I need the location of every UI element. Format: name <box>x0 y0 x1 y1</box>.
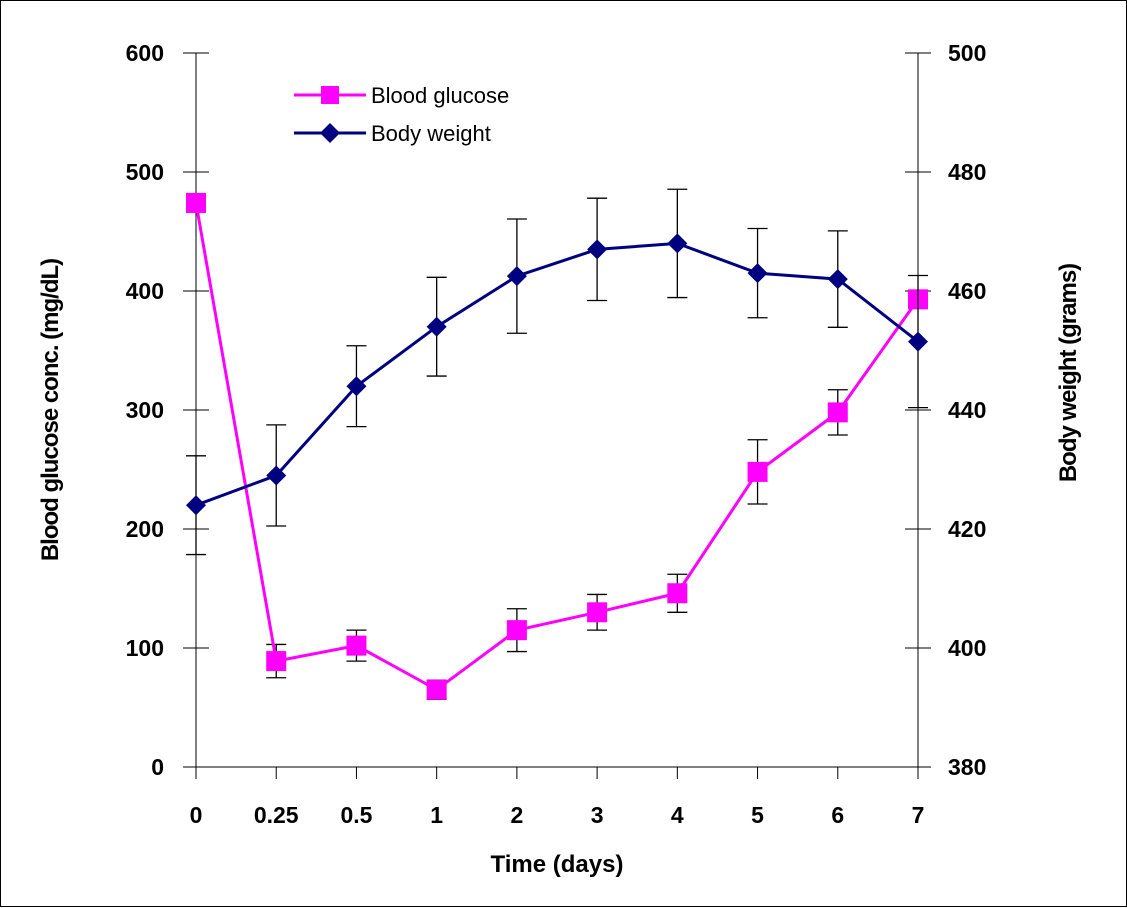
x-tick-label: 7 <box>912 802 925 828</box>
y-left-tick-label: 0 <box>151 754 164 780</box>
data-point-diamond <box>346 376 367 397</box>
data-point-diamond <box>908 331 928 352</box>
x-tick-label: 2 <box>510 802 523 828</box>
y-right-tick-label: 420 <box>948 516 986 542</box>
series-body-weight <box>186 188 928 556</box>
series-line <box>195 241 919 507</box>
data-point-diamond <box>266 465 287 486</box>
legend: Blood glucose Body weight <box>294 83 509 146</box>
data-point-square <box>667 583 688 604</box>
x-tick-label: 0.5 <box>340 802 372 828</box>
y-right-tick-label: 400 <box>948 635 986 661</box>
data-point-diamond <box>827 269 848 290</box>
y-left-tick-label: 100 <box>126 635 164 661</box>
legend-label: Blood glucose <box>371 83 509 108</box>
data-point-square <box>186 192 206 213</box>
y-axis-right-title: Body weight (grams) <box>1055 264 1082 482</box>
legend-marker-square <box>321 86 339 104</box>
series-blood-glucose <box>186 192 928 700</box>
y-left-tick-label: 600 <box>126 40 164 66</box>
y-left-tick-label: 200 <box>126 516 164 542</box>
y-left-tick-label: 300 <box>126 397 164 423</box>
y-left-tick-label: 500 <box>126 159 164 185</box>
data-point-square <box>506 620 527 641</box>
x-tick-label: 0.25 <box>254 802 299 828</box>
data-point-diamond <box>426 316 447 337</box>
data-point-square <box>747 461 768 482</box>
y-right-tick-label: 500 <box>948 40 986 66</box>
series-layer <box>186 188 928 700</box>
legend-marker-diamond <box>320 123 340 143</box>
y-right-tick-label: 480 <box>948 159 986 185</box>
data-point-square <box>266 651 287 672</box>
data-point-square <box>346 635 367 656</box>
x-axis-title: Time (days) <box>491 851 624 878</box>
x-tick-label: 1 <box>430 802 443 828</box>
data-point-square <box>587 602 608 623</box>
legend-label: Body weight <box>371 121 491 146</box>
data-point-diamond <box>667 233 688 254</box>
x-tick-label: 5 <box>751 802 764 828</box>
y-left-tick-label: 400 <box>126 278 164 304</box>
y-axis-left-title: Blood glucose conc. (mg/dL) <box>37 259 64 561</box>
data-point-square <box>827 402 848 423</box>
series-line <box>194 202 920 692</box>
data-point-diamond <box>186 495 206 516</box>
y-right-tick-label: 460 <box>948 278 986 304</box>
x-tick-label: 0 <box>190 802 203 828</box>
y-right-tick-label: 440 <box>948 397 986 423</box>
axes: 0100200300400500600380400420440460480500… <box>126 40 987 828</box>
data-point-square <box>426 679 447 700</box>
x-tick-label: 4 <box>671 802 684 828</box>
data-point-diamond <box>587 239 608 260</box>
data-point-diamond <box>506 266 527 287</box>
y-right-tick-label: 380 <box>948 754 986 780</box>
x-tick-label: 3 <box>591 802 604 828</box>
x-tick-label: 6 <box>831 802 844 828</box>
data-point-diamond <box>747 263 768 284</box>
